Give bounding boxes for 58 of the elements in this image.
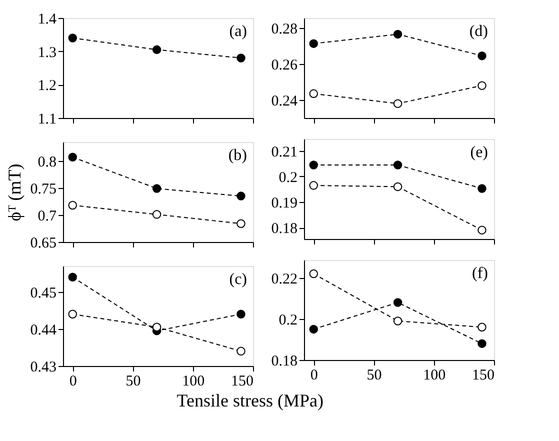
y-tick-label: 0.21 <box>271 144 298 160</box>
y-tick-label: 0.7 <box>38 208 57 224</box>
annotation: (e) <box>470 144 488 161</box>
point <box>478 226 486 234</box>
point <box>68 152 77 162</box>
y-tick-label: 0.65 <box>30 236 56 252</box>
annotation: (f) <box>472 265 488 282</box>
x-tick-label: 0 <box>310 368 318 384</box>
y-axis-title: ϕᵀ (mT) <box>4 164 24 222</box>
x-tick-label: 150 <box>472 368 494 384</box>
y-tick-label: 0.43 <box>30 360 56 376</box>
point <box>152 45 162 54</box>
y-tick-label: 0.28 <box>271 21 298 38</box>
y-tick-label: 0.18 <box>271 354 298 370</box>
y-tick-label: 0.22 <box>271 271 298 288</box>
y-tick-label: 1.2 <box>38 78 56 94</box>
y-tick-label: 0.2 <box>278 170 298 186</box>
annotation: (a) <box>229 23 247 40</box>
x-axis-title: Tensile stress (MPa) <box>176 390 324 410</box>
y-tick-label: 0.8 <box>38 154 56 170</box>
point <box>236 219 246 228</box>
point <box>393 182 402 192</box>
point <box>309 160 318 170</box>
point <box>236 54 246 62</box>
point <box>393 160 402 170</box>
x-tick-label: 50 <box>366 368 382 384</box>
x-tick-label: 150 <box>231 374 254 390</box>
annotation: (d) <box>469 23 488 40</box>
point <box>68 34 77 42</box>
y-tick-label: 0.18 <box>271 221 298 238</box>
y-tick-label: 0.44 <box>30 322 57 338</box>
y-tick-label: 0.75 <box>30 181 56 198</box>
y-tick-label: 1.1 <box>38 112 56 128</box>
y-tick-label: 1.4 <box>38 12 57 28</box>
point <box>152 184 162 193</box>
y-tick-label: 0.19 <box>271 196 298 212</box>
point <box>478 81 486 90</box>
annotation: (b) <box>228 147 247 164</box>
point <box>393 99 402 108</box>
x-tick-label: 100 <box>423 368 446 384</box>
y-tick-label: 0.26 <box>271 57 298 74</box>
point <box>236 192 246 200</box>
x-tick-label: 100 <box>182 374 205 390</box>
point <box>309 89 318 98</box>
x-tick-label: 0 <box>69 374 77 390</box>
point <box>152 210 162 219</box>
point <box>478 184 486 193</box>
point <box>309 181 318 190</box>
y-tick-label: 0.45 <box>30 285 56 302</box>
point <box>68 200 77 210</box>
y-tick-label: 0.2 <box>278 312 298 328</box>
y-tick-label: 1.3 <box>38 44 56 61</box>
point <box>393 30 402 39</box>
annotation: (c) <box>229 271 247 288</box>
point <box>478 51 486 60</box>
x-tick-label: 50 <box>126 374 141 390</box>
y-tick-label: 0.24 <box>271 93 298 110</box>
point <box>309 39 318 48</box>
